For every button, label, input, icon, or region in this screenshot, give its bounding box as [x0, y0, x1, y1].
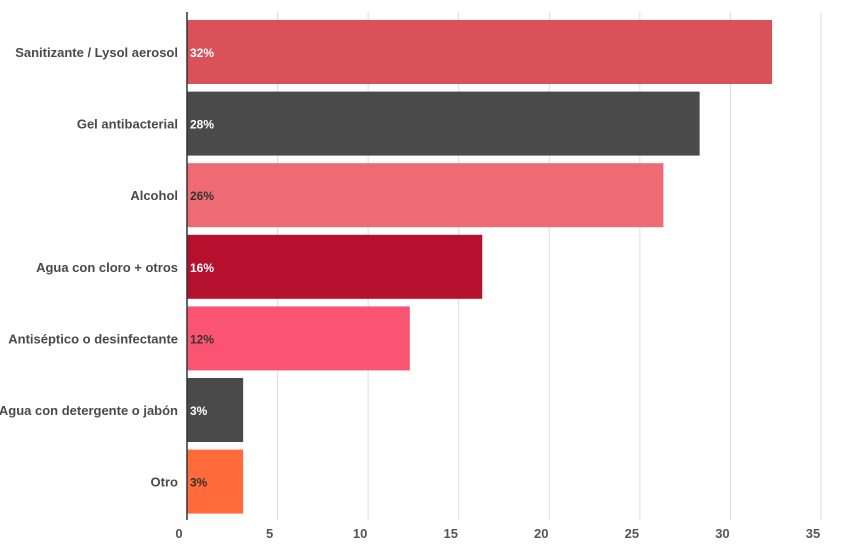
- x-tick-label: 25: [625, 526, 639, 541]
- data-label: 3%: [190, 404, 208, 418]
- category-label: Otro: [151, 475, 179, 490]
- x-tick-label: 35: [806, 526, 820, 541]
- bars: [187, 20, 773, 514]
- x-tick-label: 10: [353, 526, 367, 541]
- data-label: 28%: [190, 118, 214, 132]
- category-label: Agua con detergente o jabón: [0, 403, 178, 418]
- category-label: Alcohol: [130, 188, 178, 203]
- x-tick-label: 15: [443, 526, 457, 541]
- category-label: Agua con cloro + otros: [36, 260, 178, 275]
- data-label: 26%: [190, 189, 214, 203]
- bar: [187, 20, 773, 84]
- bar: [187, 234, 483, 299]
- x-tick-labels: 0 5 10 15 20 25 30 35: [175, 526, 820, 541]
- x-tick-label: 0: [175, 526, 182, 541]
- category-label: Gel antibacterial: [77, 117, 178, 132]
- category-labels: Sanitizante / Lysol aerosol Gel antibacte…: [0, 45, 178, 490]
- data-labels: 32% 28% 26% 16% 12% 3% 3%: [190, 46, 214, 490]
- bar: [187, 378, 244, 442]
- x-tick-label: 5: [266, 526, 273, 541]
- bar: [187, 449, 244, 514]
- category-label: Antiséptico o desinfectante: [8, 331, 178, 346]
- bar: [187, 163, 664, 228]
- data-label: 16%: [190, 261, 214, 275]
- bar: [187, 91, 700, 156]
- data-label: 32%: [190, 46, 214, 60]
- x-tick-label: 30: [715, 526, 729, 541]
- data-label: 3%: [190, 476, 208, 490]
- data-label: 12%: [190, 332, 214, 346]
- category-label: Sanitizante / Lysol aerosol: [15, 45, 178, 60]
- x-tick-label: 20: [534, 526, 548, 541]
- bar: [187, 306, 410, 371]
